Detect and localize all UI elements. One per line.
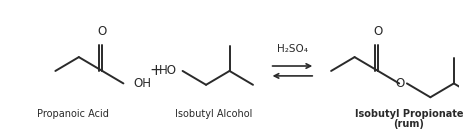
Text: (rum): (rum) xyxy=(393,119,425,129)
Text: O: O xyxy=(98,25,107,38)
Text: O: O xyxy=(395,77,405,90)
Text: HO: HO xyxy=(159,65,177,77)
Text: Isobutyl Alcohol: Isobutyl Alcohol xyxy=(175,109,252,119)
Text: Isobutyl Propionate: Isobutyl Propionate xyxy=(355,109,463,119)
Text: H₂SO₄: H₂SO₄ xyxy=(277,44,308,54)
Text: OH: OH xyxy=(133,77,151,90)
Text: +: + xyxy=(149,63,162,78)
Text: O: O xyxy=(374,25,383,38)
Text: Propanoic Acid: Propanoic Acid xyxy=(37,109,109,119)
